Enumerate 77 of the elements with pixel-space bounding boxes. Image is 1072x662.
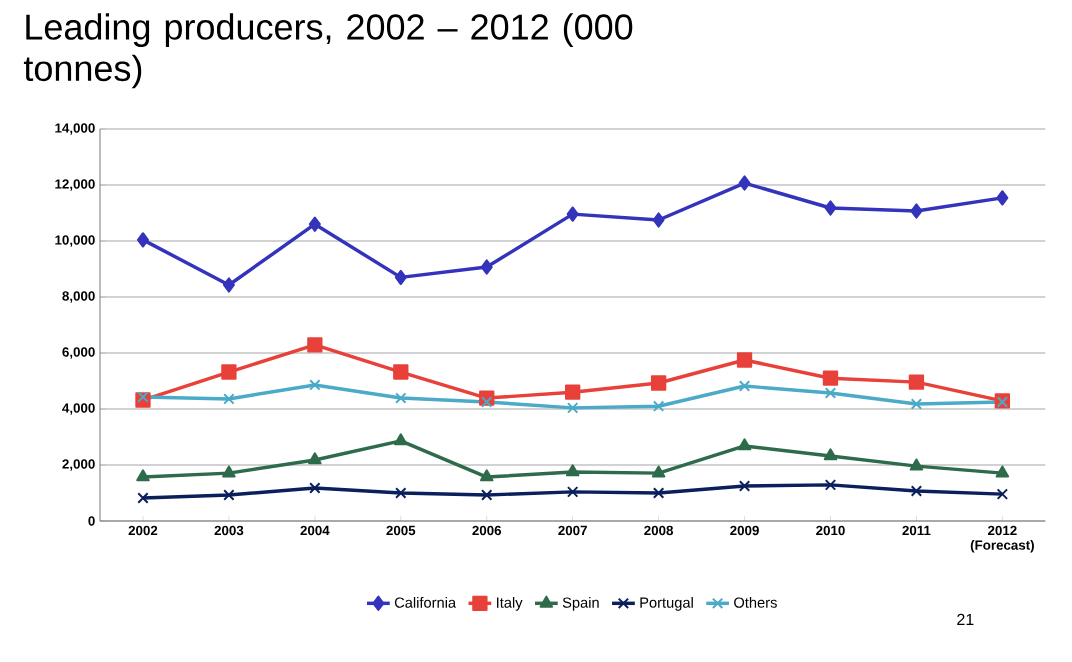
point xyxy=(223,489,235,501)
point xyxy=(824,200,837,216)
legend-label: Spain xyxy=(562,597,599,611)
point xyxy=(222,277,235,293)
point xyxy=(394,269,407,286)
point xyxy=(736,352,753,368)
point xyxy=(223,393,235,405)
point xyxy=(479,469,494,482)
point xyxy=(307,337,323,353)
point xyxy=(566,402,579,414)
point xyxy=(910,203,923,219)
y-tick-label: 0 xyxy=(88,516,95,526)
point xyxy=(309,379,321,391)
point xyxy=(565,384,581,400)
point xyxy=(909,458,924,471)
y-tick-label: 10,000 xyxy=(55,235,95,247)
legend-label: Italy xyxy=(497,597,523,611)
point xyxy=(737,438,752,451)
point xyxy=(651,465,666,478)
x-tick-label: 2008 xyxy=(644,525,674,536)
point xyxy=(566,486,579,498)
point xyxy=(222,465,236,478)
point xyxy=(480,259,493,275)
point xyxy=(652,400,665,412)
x-tick-label: 2012 (Forecast) xyxy=(970,525,1034,553)
point xyxy=(394,433,408,446)
point xyxy=(565,464,580,477)
point xyxy=(308,216,321,232)
point xyxy=(395,487,407,499)
point xyxy=(908,374,925,390)
y-tick-label: 14,000 xyxy=(55,123,95,135)
point xyxy=(393,364,409,380)
y-tick-label: 6,000 xyxy=(62,347,95,359)
legend-label: Others xyxy=(734,597,777,608)
y-tick-label: 8,000 xyxy=(62,291,95,303)
point xyxy=(137,492,149,504)
y-tick-label: 2,000 xyxy=(62,459,95,471)
point xyxy=(738,480,751,492)
point xyxy=(650,375,667,391)
y-tick-label: 4,000 xyxy=(62,403,95,415)
point xyxy=(996,190,1009,206)
point xyxy=(996,488,1009,500)
legend-label: California xyxy=(394,597,457,608)
x-tick-label: 2004 xyxy=(300,525,330,536)
point xyxy=(824,387,837,399)
point xyxy=(308,452,322,465)
point xyxy=(566,206,579,222)
point xyxy=(652,487,665,499)
x-tick-label: 2005 xyxy=(386,525,416,536)
point xyxy=(910,485,923,497)
point xyxy=(738,175,751,191)
chart-title: Leading producers, 2002 – 2012 (000 tonnes) xyxy=(23,13,633,89)
legend-label: Portugal xyxy=(640,597,693,611)
point xyxy=(910,398,923,410)
point xyxy=(136,469,150,482)
point xyxy=(481,396,493,408)
point xyxy=(652,212,665,228)
x-tick-label: 2010 xyxy=(816,525,845,536)
x-tick-label: 2002 xyxy=(128,525,158,536)
point xyxy=(137,391,149,403)
point xyxy=(995,465,1010,478)
point xyxy=(309,482,321,494)
point xyxy=(221,364,237,380)
point xyxy=(822,370,839,386)
x-tick-label: 2006 xyxy=(472,525,502,536)
text: 21 xyxy=(957,613,974,625)
y-tick-label: 12,000 xyxy=(55,179,95,191)
x-tick-label: 2003 xyxy=(214,525,244,536)
point xyxy=(823,448,838,461)
point xyxy=(738,380,751,392)
point xyxy=(136,232,149,248)
x-tick-label: 2009 xyxy=(730,525,759,536)
x-tick-label: 2007 xyxy=(558,525,587,536)
point xyxy=(395,392,407,404)
x-tick-label: 2011 xyxy=(902,525,931,536)
point xyxy=(481,489,493,501)
point xyxy=(824,479,837,491)
